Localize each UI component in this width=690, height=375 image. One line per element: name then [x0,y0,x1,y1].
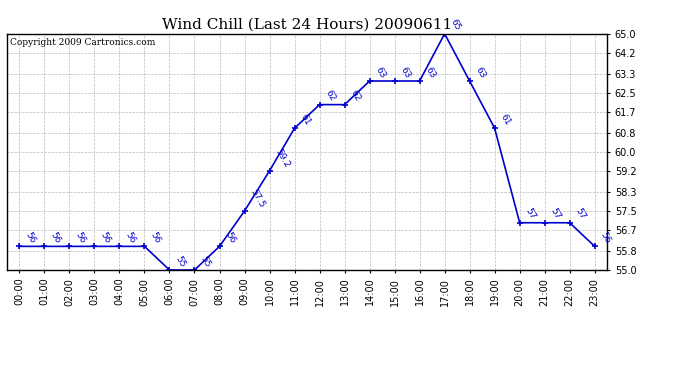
Text: 63: 63 [424,65,437,80]
Text: 56: 56 [148,231,162,245]
Text: 57.5: 57.5 [248,188,266,210]
Text: Copyright 2009 Cartronics.com: Copyright 2009 Cartronics.com [10,39,155,48]
Text: 62: 62 [348,89,362,103]
Text: 55: 55 [174,254,187,268]
Text: 63: 63 [399,65,413,80]
Text: 57: 57 [574,207,587,221]
Text: 62: 62 [324,89,337,103]
Text: 61: 61 [499,112,513,127]
Text: 56: 56 [23,231,37,245]
Text: 59.2: 59.2 [274,148,291,170]
Title: Wind Chill (Last 24 Hours) 20090611: Wind Chill (Last 24 Hours) 20090611 [162,17,452,31]
Text: 56: 56 [124,231,137,245]
Text: 63: 63 [374,65,387,80]
Text: 56: 56 [74,231,87,245]
Text: 56: 56 [599,231,613,245]
Text: 56: 56 [224,231,237,245]
Text: 61: 61 [299,112,313,127]
Text: 65: 65 [448,18,462,32]
Text: 56: 56 [48,231,62,245]
Text: 63: 63 [474,65,487,80]
Text: 57: 57 [524,207,538,221]
Text: 55: 55 [199,254,213,268]
Text: 57: 57 [549,207,562,221]
Text: 56: 56 [99,231,112,245]
